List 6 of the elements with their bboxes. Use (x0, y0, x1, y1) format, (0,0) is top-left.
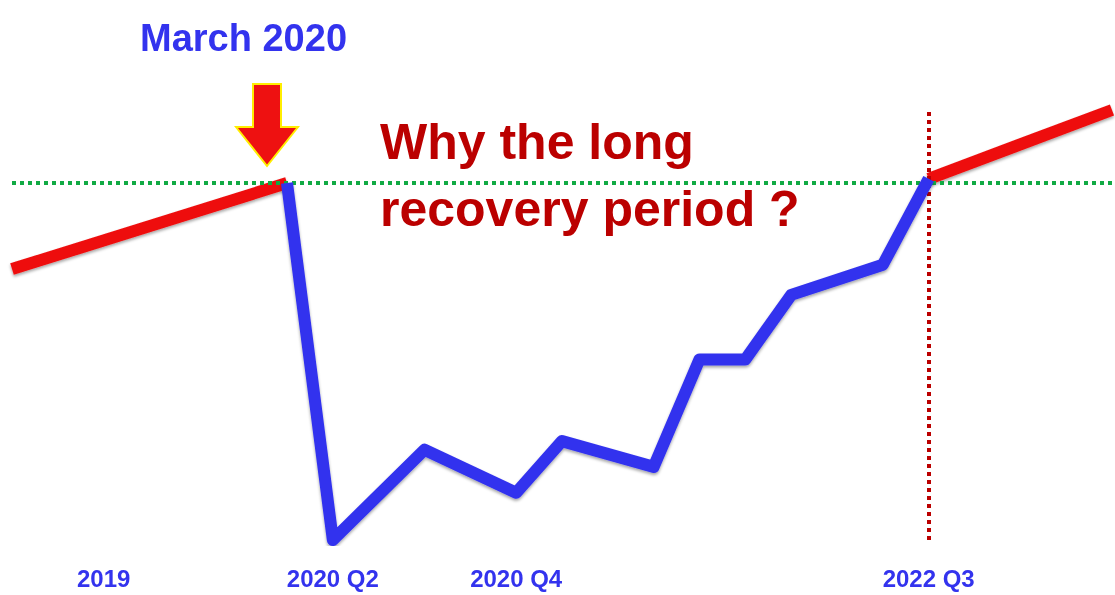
x-tick-label: 2020 Q2 (286, 564, 379, 592)
text: March 2020 (140, 16, 348, 59)
annotation: Why the long recovery period ? (380, 113, 800, 238)
x-tick-label: 2019 (76, 564, 131, 592)
x-tick-label: 2022 Q3 (882, 564, 975, 592)
x-tick-label: 2020 Q4 (470, 564, 563, 592)
